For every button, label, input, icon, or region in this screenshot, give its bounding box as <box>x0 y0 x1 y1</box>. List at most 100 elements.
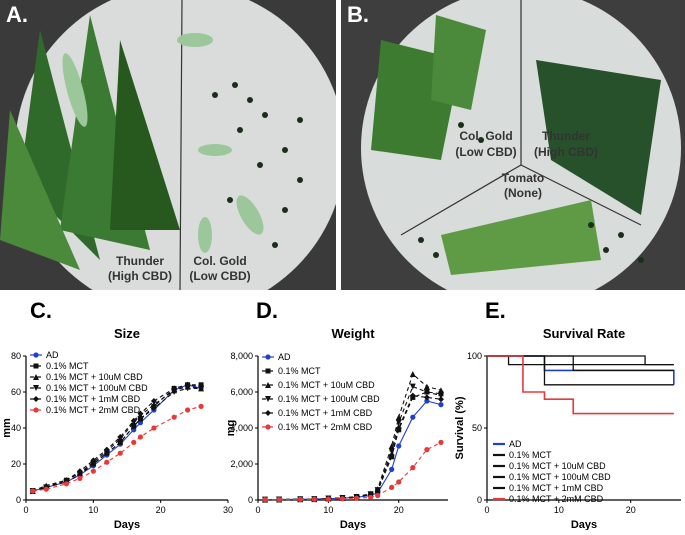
legend-marker <box>33 363 39 369</box>
data-point <box>104 459 110 465</box>
legend-entry: AD <box>278 352 291 362</box>
y-tick-label: 20 <box>11 459 21 469</box>
legend-entry: 0.1% MCT + 10uM CBD <box>46 372 143 382</box>
series-5 <box>262 439 444 503</box>
dish-a-label-thunder-line2: (High CBD) <box>108 269 172 283</box>
dish-b-label-tomato-line1: Tomato <box>502 171 544 185</box>
y-tick-label: 6,000 <box>230 387 253 397</box>
legend-entry: 0.1% MCT + 2mM CBD <box>509 494 604 504</box>
data-point <box>90 457 97 464</box>
data-point <box>339 496 346 502</box>
legend-entry: 0.1% MCT + 2mM CBD <box>278 422 373 432</box>
series-line <box>487 355 674 366</box>
chart-title: Size <box>114 326 140 341</box>
legend-marker <box>265 382 271 388</box>
frass-pellets-a <box>212 82 303 248</box>
series-2 <box>262 371 444 503</box>
series-5 <box>487 355 674 415</box>
legend-marker <box>265 368 271 374</box>
data-point <box>311 496 317 502</box>
legend-marker <box>33 407 39 413</box>
dish-b-label-tomato-line2: (None) <box>504 186 542 200</box>
data-point <box>297 496 303 503</box>
data-point <box>410 465 416 471</box>
data-point <box>117 450 123 456</box>
dish-a-label-thunder-line1: Thunder <box>116 254 164 268</box>
legend-entry: AD <box>509 439 522 449</box>
petri-dish-b-illustration: Col. Gold (Low CBD) Thunder (High CBD) T… <box>341 0 685 290</box>
y-tick-label: 60 <box>11 387 21 397</box>
y-tick-label: 8,000 <box>230 351 253 361</box>
series-1 <box>262 389 444 503</box>
data-point <box>90 468 96 474</box>
data-point <box>90 461 97 467</box>
data-point <box>410 414 416 420</box>
series-line <box>487 355 674 415</box>
data-point <box>171 414 177 420</box>
legend-entry: 0.1% MCT + 10uM CBD <box>509 461 606 471</box>
x-tick-label: 20 <box>156 505 166 515</box>
petri-dish-photo-b: Col. Gold (Low CBD) Thunder (High CBD) T… <box>341 0 685 290</box>
y-axis-label: mm <box>1 418 13 438</box>
data-point <box>184 385 191 392</box>
dish-a-label-colgold-line1: Col. Gold <box>193 254 246 268</box>
dish-a-label-colgold-line2: (Low CBD) <box>189 269 250 283</box>
dish-b-label-thunder-line2: (High CBD) <box>534 145 598 159</box>
data-point <box>171 389 178 395</box>
data-point <box>130 417 137 424</box>
x-axis-label: Days <box>114 519 140 530</box>
data-point <box>77 475 83 481</box>
petri-dish-photo-a: Thunder (High CBD) Col. Gold (Low CBD) A… <box>0 0 336 290</box>
data-point <box>409 392 416 399</box>
x-tick-label: 10 <box>88 505 98 515</box>
data-point <box>367 494 374 500</box>
legend-entry: 0.1% MCT + 100uM CBD <box>509 472 611 482</box>
y-tick-label: 0 <box>16 495 21 505</box>
y-axis-label: Survival (%) <box>455 396 466 459</box>
y-tick-label: 50 <box>472 423 482 433</box>
legend-marker <box>265 410 271 416</box>
legend-entry: 0.1% MCT <box>46 361 89 371</box>
data-point <box>409 371 416 377</box>
dish-divider <box>179 0 183 290</box>
data-point <box>388 443 395 449</box>
x-tick-label: 10 <box>554 505 564 515</box>
dish-b-label-colgold-line1: Col. Gold <box>459 129 512 143</box>
legend-marker <box>265 354 271 360</box>
legend-marker <box>33 396 39 402</box>
series-line <box>264 373 442 501</box>
data-point <box>43 486 49 492</box>
data-point <box>262 497 268 503</box>
series-5 <box>30 403 204 494</box>
data-point <box>424 398 430 404</box>
data-point <box>389 466 395 472</box>
legend-entry: 0.1% MCT + 2mM CBD <box>46 405 141 415</box>
legend-entry: AD <box>46 350 59 360</box>
legend-marker <box>33 352 39 358</box>
chart-survival: Survival Rate Days Survival (%) 0 50 100 0 10 20… <box>454 298 685 531</box>
y-tick-label: 0 <box>477 495 482 505</box>
y-tick-label: 0 <box>248 495 253 505</box>
panel-c-letter: C. <box>30 298 52 323</box>
panel-d-letter: D. <box>256 298 278 323</box>
series-3 <box>487 355 674 366</box>
hemp-leaves-a <box>0 15 180 270</box>
y-tick-label: 2,000 <box>230 459 253 469</box>
data-point <box>198 383 205 390</box>
x-tick-label: 10 <box>323 505 333 515</box>
legend-entry: 0.1% MCT + 100uM CBD <box>46 383 148 393</box>
data-point <box>171 385 178 392</box>
data-point <box>437 387 444 394</box>
series-line <box>487 355 674 366</box>
hemp-leaves-b <box>371 15 661 275</box>
x-tick-label: 20 <box>626 505 636 515</box>
data-point <box>276 496 282 503</box>
legend-entry: 0.1% MCT + 1mM CBD <box>278 408 373 418</box>
data-point <box>438 439 444 445</box>
data-point <box>30 488 36 494</box>
series-4 <box>29 381 205 494</box>
petri-dish-a-illustration: Thunder (High CBD) Col. Gold (Low CBD) <box>0 0 336 290</box>
x-tick-label: 30 <box>223 505 233 515</box>
